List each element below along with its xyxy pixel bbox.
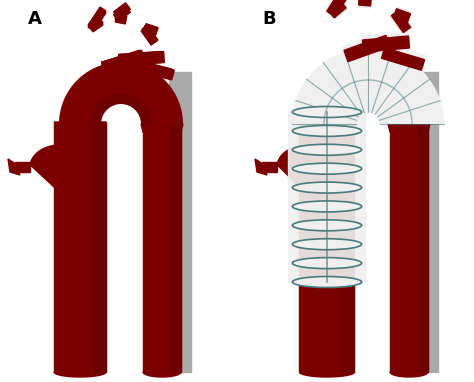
Polygon shape (338, 94, 398, 124)
Polygon shape (118, 52, 164, 65)
Polygon shape (418, 127, 428, 372)
Polygon shape (143, 26, 157, 36)
Polygon shape (141, 124, 183, 132)
Polygon shape (416, 72, 438, 372)
Polygon shape (171, 127, 181, 372)
Polygon shape (94, 122, 106, 372)
Polygon shape (393, 9, 410, 22)
Polygon shape (262, 162, 277, 172)
Ellipse shape (292, 107, 362, 118)
Polygon shape (356, 0, 376, 4)
Polygon shape (362, 32, 410, 56)
Polygon shape (277, 145, 336, 187)
Polygon shape (54, 372, 106, 377)
Polygon shape (289, 112, 365, 282)
Polygon shape (327, 0, 349, 17)
Polygon shape (393, 7, 411, 24)
Polygon shape (142, 25, 158, 44)
Polygon shape (141, 27, 157, 45)
Polygon shape (388, 124, 430, 132)
Polygon shape (300, 372, 355, 377)
Polygon shape (143, 127, 181, 372)
Polygon shape (392, 10, 410, 32)
Polygon shape (114, 3, 130, 18)
Polygon shape (134, 60, 174, 80)
Polygon shape (255, 159, 267, 175)
Polygon shape (118, 52, 161, 65)
Polygon shape (54, 122, 106, 372)
Polygon shape (88, 9, 106, 31)
Ellipse shape (292, 220, 362, 231)
Polygon shape (363, 36, 410, 52)
Polygon shape (343, 32, 392, 65)
Ellipse shape (292, 182, 362, 193)
Text: A: A (28, 10, 42, 28)
Ellipse shape (292, 239, 362, 250)
Polygon shape (327, 0, 347, 19)
Polygon shape (101, 50, 143, 72)
Polygon shape (115, 11, 127, 21)
Polygon shape (289, 112, 365, 124)
Polygon shape (344, 36, 390, 62)
Polygon shape (101, 50, 145, 72)
Polygon shape (325, 0, 351, 18)
Polygon shape (88, 7, 106, 29)
Polygon shape (306, 62, 430, 124)
Polygon shape (359, 0, 372, 6)
Polygon shape (143, 372, 181, 377)
Text: B: B (262, 10, 275, 28)
Polygon shape (15, 162, 30, 172)
Polygon shape (115, 14, 127, 24)
Polygon shape (114, 6, 130, 21)
Ellipse shape (292, 125, 362, 136)
Polygon shape (343, 122, 355, 372)
Ellipse shape (292, 257, 362, 269)
Polygon shape (8, 159, 20, 175)
Polygon shape (390, 372, 428, 377)
Ellipse shape (292, 163, 362, 174)
Polygon shape (382, 48, 425, 70)
Polygon shape (89, 17, 103, 30)
Ellipse shape (292, 201, 362, 212)
Polygon shape (355, 0, 377, 5)
Polygon shape (144, 24, 158, 34)
Polygon shape (300, 122, 355, 372)
Polygon shape (54, 122, 106, 124)
Polygon shape (358, 0, 372, 8)
Polygon shape (390, 127, 428, 372)
Polygon shape (169, 72, 191, 372)
Polygon shape (91, 94, 151, 124)
Polygon shape (328, 0, 346, 18)
Polygon shape (134, 60, 172, 79)
Polygon shape (390, 9, 412, 34)
Ellipse shape (292, 277, 362, 288)
Polygon shape (380, 44, 426, 74)
Polygon shape (30, 145, 89, 187)
Polygon shape (300, 122, 355, 124)
Polygon shape (292, 48, 444, 124)
Ellipse shape (292, 144, 362, 155)
Polygon shape (59, 62, 183, 124)
Polygon shape (89, 19, 103, 32)
